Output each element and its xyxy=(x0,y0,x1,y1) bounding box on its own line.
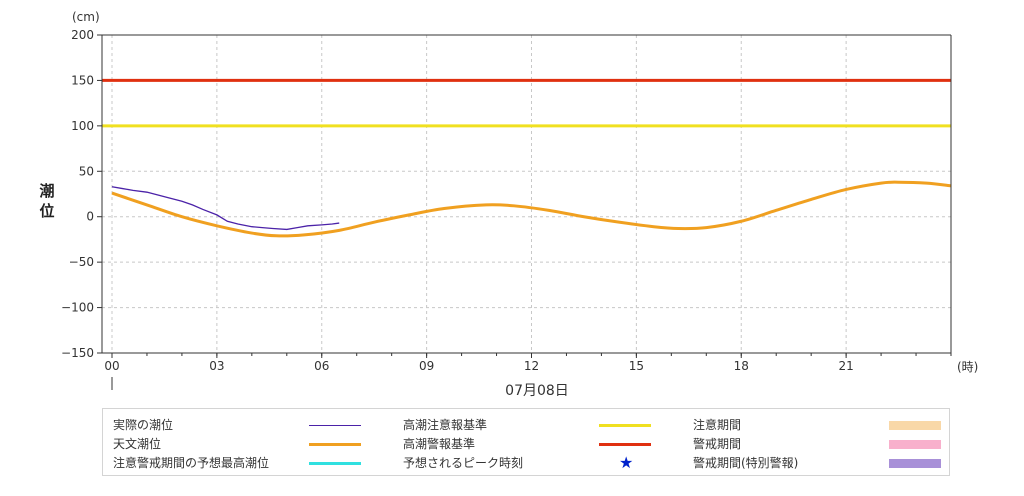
legend-line-0 xyxy=(309,424,361,426)
grid-lines xyxy=(102,35,951,353)
y-tick-label-0: 200 xyxy=(71,28,94,42)
y-tick-label-5: −50 xyxy=(69,255,94,269)
series-astronomical-tide xyxy=(111,180,952,238)
y-tick-label-7: −150 xyxy=(61,346,94,360)
legend-line-3 xyxy=(309,442,361,446)
legend-label-7: 予想されるピーク時刻 xyxy=(403,456,524,470)
legend-label-1: 高潮注意報基準 xyxy=(403,418,488,432)
legend-label-3: 天文潮位 xyxy=(113,437,162,451)
legend-swatch-2 xyxy=(889,421,941,430)
threshold-lines xyxy=(102,78,951,128)
x-tick-label-6: 18 xyxy=(734,359,749,373)
x-tick-label-7: 21 xyxy=(838,359,853,373)
legend-label-0: 実際の潮位 xyxy=(113,418,174,432)
y-axis-label-char: 位 xyxy=(39,202,54,220)
legend-label-4: 高潮警報基準 xyxy=(403,437,476,451)
legend-line-4 xyxy=(599,442,651,446)
legend-line-1 xyxy=(599,423,651,427)
y-tick-label-6: −100 xyxy=(61,301,94,315)
x-tick-label-3: 09 xyxy=(419,359,434,373)
legend-line-6 xyxy=(309,461,361,465)
x-tick-label-0: 00 xyxy=(104,359,119,373)
date-label: 07月08日 xyxy=(505,383,569,399)
y-tick-label-4: 0 xyxy=(86,210,94,224)
y-tick-label-2: 100 xyxy=(71,119,94,133)
legend-swatch-5 xyxy=(889,440,941,449)
x-axis-unit: (時) xyxy=(957,360,978,374)
y-tick-label-3: 50 xyxy=(79,164,94,178)
x-tick-label-5: 15 xyxy=(629,359,644,373)
legend-swatch-8 xyxy=(889,459,941,468)
legend-label-6: 注意警戒期間の予想最高潮位 xyxy=(113,456,270,470)
x-tick-label-2: 06 xyxy=(314,359,329,373)
legend-label-5: 警戒期間 xyxy=(693,437,742,451)
legend-label-2: 注意期間 xyxy=(693,418,742,432)
legend-star-icon: ★ xyxy=(619,453,634,472)
x-tick-label-1: 03 xyxy=(209,359,224,373)
legend-label-8: 警戒期間(特別警報) xyxy=(693,456,799,470)
legend: 実際の潮位 高潮注意報基準 注意期間天文潮位 高潮警報基準 警戒期間注意警戒期間の予想最… xyxy=(102,408,950,476)
y-axis-label: 潮位 xyxy=(39,182,54,220)
y-axis-unit: (cm) xyxy=(72,10,100,24)
series-observed-tide xyxy=(111,186,340,231)
axes: 200 150 100 50 0 −50 −100 −150 00 03 06 09 12 15 18 21 xyxy=(61,28,952,373)
y-axis-label-char: 潮 xyxy=(39,182,54,200)
y-tick-label-1: 150 xyxy=(71,73,94,87)
x-tick-label-4: 12 xyxy=(524,359,539,373)
series-lines xyxy=(111,180,952,238)
